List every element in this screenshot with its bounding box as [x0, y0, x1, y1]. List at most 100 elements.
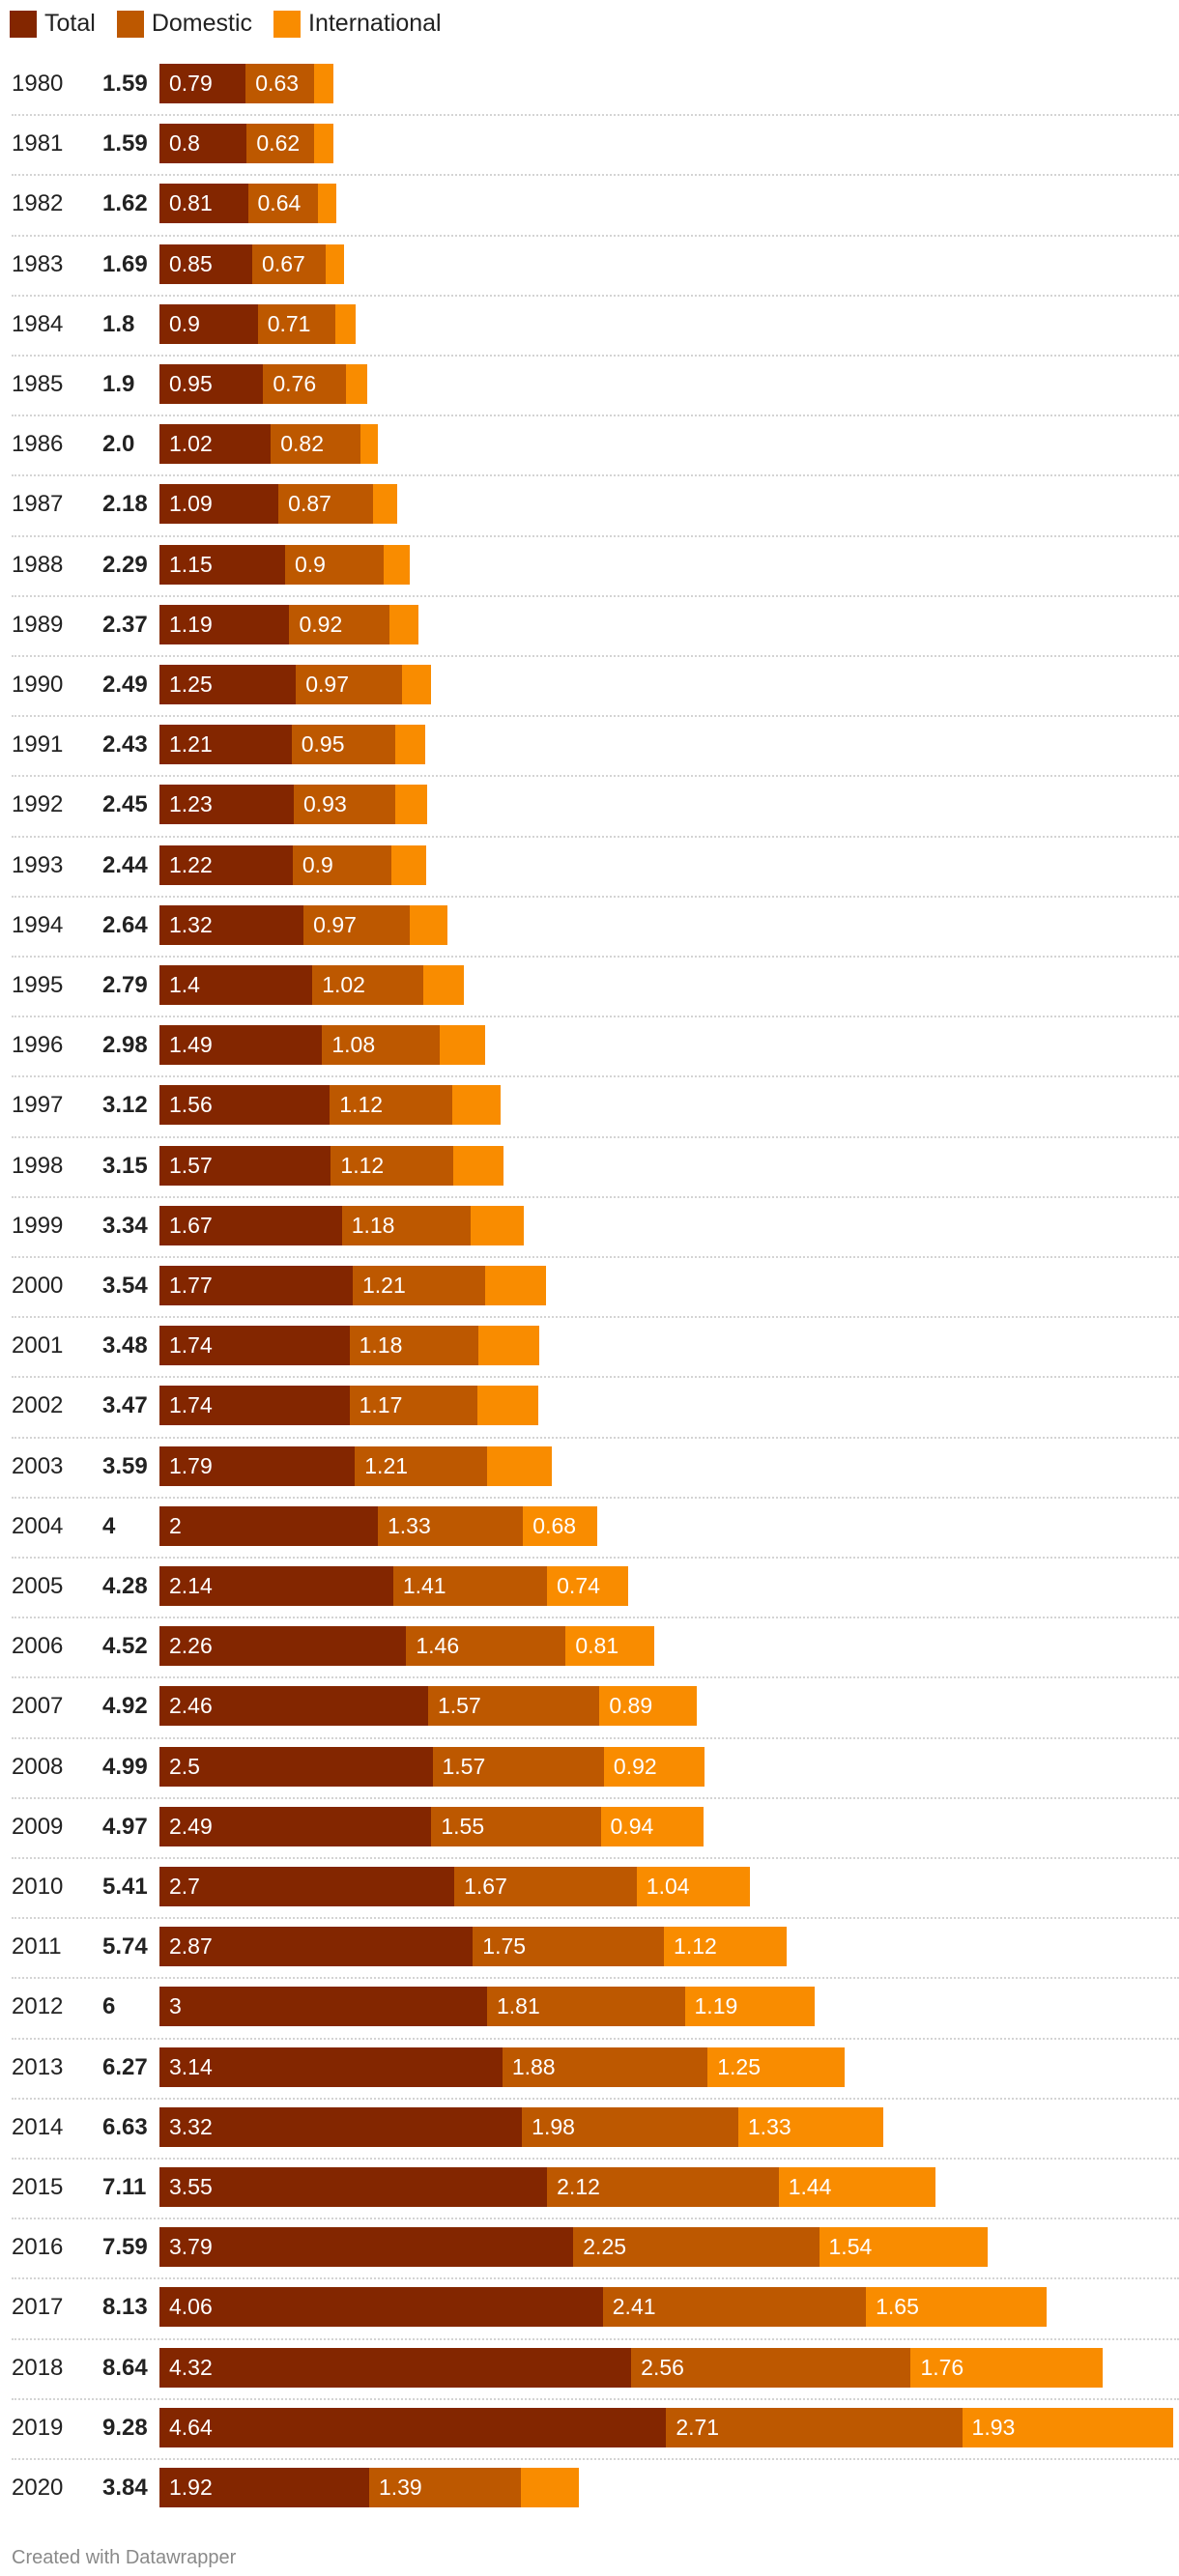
row-separator: [12, 1917, 1179, 1920]
bar-value-label: 2.7: [169, 1874, 200, 1899]
year-label: 2014: [12, 2113, 64, 2140]
year-label: 2008: [12, 1753, 64, 1780]
bar-value-label: 0.93: [302, 791, 347, 817]
bar-segment-domestic: 1.55: [431, 1806, 601, 1846]
bar-row: 1986 2.0 1.02 0.82: [0, 415, 1179, 474]
legend-swatch-domestic: [116, 10, 144, 38]
bar-segment-total: 0.79: [159, 64, 246, 103]
bar-value-label: 1.67: [464, 1874, 507, 1899]
row-total-label: 2.49: [102, 672, 148, 698]
bar-value-label: 1.23: [169, 791, 213, 817]
bar-row: 2005 4.28 2.14 1.41 0.74: [0, 1557, 1179, 1617]
year-label: 2000: [12, 1273, 64, 1299]
bar-value-label: 0.74: [557, 1573, 600, 1598]
bar-row: 1988 2.29 1.15 0.9: [0, 535, 1179, 595]
bar-segment-domestic: 0.76: [263, 364, 347, 404]
bar-segment-domestic: 1.67: [454, 1867, 637, 1906]
bar-segment-international: [452, 1145, 503, 1186]
bar-row: 1992 2.45 1.23 0.93: [0, 775, 1179, 835]
row-separator: [12, 415, 1179, 417]
bar-segment-international: 0.94: [600, 1806, 704, 1846]
bar-segment-international: [346, 364, 367, 404]
row-total-label: 7.59: [102, 2234, 148, 2261]
legend-swatch-total: [10, 10, 37, 38]
bar-segment-total: 1.57: [159, 1145, 331, 1186]
row-total-label: 1.69: [102, 250, 148, 277]
year-label: 2015: [12, 2174, 64, 2200]
bar-segment-international: [359, 424, 378, 465]
bar-value-label: 1.12: [340, 1152, 385, 1178]
bar-segment-domestic: 1.08: [322, 1025, 441, 1066]
bar-row: 1983 1.69 0.85 0.67: [0, 235, 1179, 295]
year-label: 1999: [12, 1212, 64, 1239]
bar-value-label: 2.14: [169, 1573, 213, 1598]
bar-value-label: 0.63: [255, 71, 300, 96]
bar-segment-total: 1.79: [159, 1445, 356, 1486]
year-label: 2006: [12, 1633, 64, 1660]
bar-value-label: 1.41: [402, 1573, 446, 1598]
bar-segment-domestic: 0.67: [252, 243, 326, 284]
year-label: 1994: [12, 911, 64, 938]
row-separator: [12, 2277, 1179, 2280]
bar-value-label: 0.89: [609, 1693, 653, 1719]
bar-segment-total: 1.74: [159, 1326, 350, 1366]
year-label: 1990: [12, 672, 64, 698]
bar-segment-international: [383, 544, 410, 585]
row-total-label: 3.48: [102, 1332, 148, 1360]
year-label: 1997: [12, 1092, 64, 1119]
bar-segment-domestic: 2.12: [547, 2167, 779, 2207]
row-separator: [12, 1135, 1179, 1138]
bar-segment-international: [317, 184, 337, 224]
row-total-label: 5.74: [102, 1933, 148, 1961]
bar-value-label: 1.57: [169, 1152, 213, 1178]
bar-segment-total: 1.09: [159, 484, 279, 525]
bar-segment-international: 1.65: [866, 2287, 1047, 2328]
bar-segment-domestic: 1.57: [432, 1746, 604, 1787]
bar-value-label: 1.46: [416, 1633, 460, 1659]
row-separator: [12, 474, 1179, 477]
row-separator: [12, 1496, 1179, 1499]
bar-segment-domestic: 2.41: [602, 2287, 867, 2328]
bar-value-label: 2.49: [169, 1813, 213, 1839]
bar-segment-domestic: 1.18: [349, 1326, 478, 1366]
row-separator: [12, 2337, 1179, 2340]
row-total-label: 2.64: [102, 911, 148, 938]
year-label: 1996: [12, 1032, 64, 1059]
bar-value-label: 3: [169, 1993, 182, 2019]
row-total-label: 4.99: [102, 1753, 148, 1780]
bar-segment-domestic: 1.21: [353, 1266, 485, 1305]
bar-value-label: 1.08: [331, 1032, 376, 1058]
bar-segment-international: 0.68: [523, 1505, 598, 1546]
bar-value-label: 0.87: [288, 491, 331, 517]
bar-segment-international: [373, 484, 398, 525]
bar-value-label: 3.14: [169, 2053, 213, 2079]
year-label: 1985: [12, 371, 64, 397]
row-total-label: 5.41: [102, 1874, 148, 1900]
row-total-label: 6.63: [102, 2113, 148, 2140]
row-separator: [12, 956, 1179, 958]
year-label: 1991: [12, 731, 64, 758]
bar-segment-international: [389, 604, 418, 644]
bar-value-label: 1.76: [920, 2354, 964, 2380]
bar-value-label: 1.25: [717, 2053, 762, 2079]
bar-segment-total: 0.81: [159, 184, 248, 224]
bar-row: 2015 7.11 3.55 2.12 1.44: [0, 2158, 1179, 2218]
row-total-label: 3.84: [102, 2475, 148, 2501]
row-total-label: 2.37: [102, 611, 148, 638]
bar-segment-international: [476, 1386, 539, 1426]
bar-row: 2009 4.97 2.49 1.55 0.94: [0, 1797, 1179, 1857]
bar-value-label: 0.97: [313, 911, 357, 937]
year-label: 1980: [12, 71, 64, 97]
row-total-label: 3.54: [102, 1273, 148, 1299]
bar-segment-total: 0.8: [159, 124, 247, 164]
bar-row: 2003 3.59 1.79 1.21: [0, 1437, 1179, 1497]
bar-segment-total: 1.32: [159, 904, 304, 945]
bar-segment-domestic: 0.92: [289, 604, 390, 644]
bar-segment-total: 1.56: [159, 1085, 331, 1126]
row-separator: [12, 895, 1179, 898]
bar-value-label: 2.87: [169, 1933, 213, 1960]
bar-segment-total: 3: [159, 1987, 487, 2027]
bar-value-label: 1.19: [169, 611, 213, 637]
row-separator: [12, 775, 1179, 778]
